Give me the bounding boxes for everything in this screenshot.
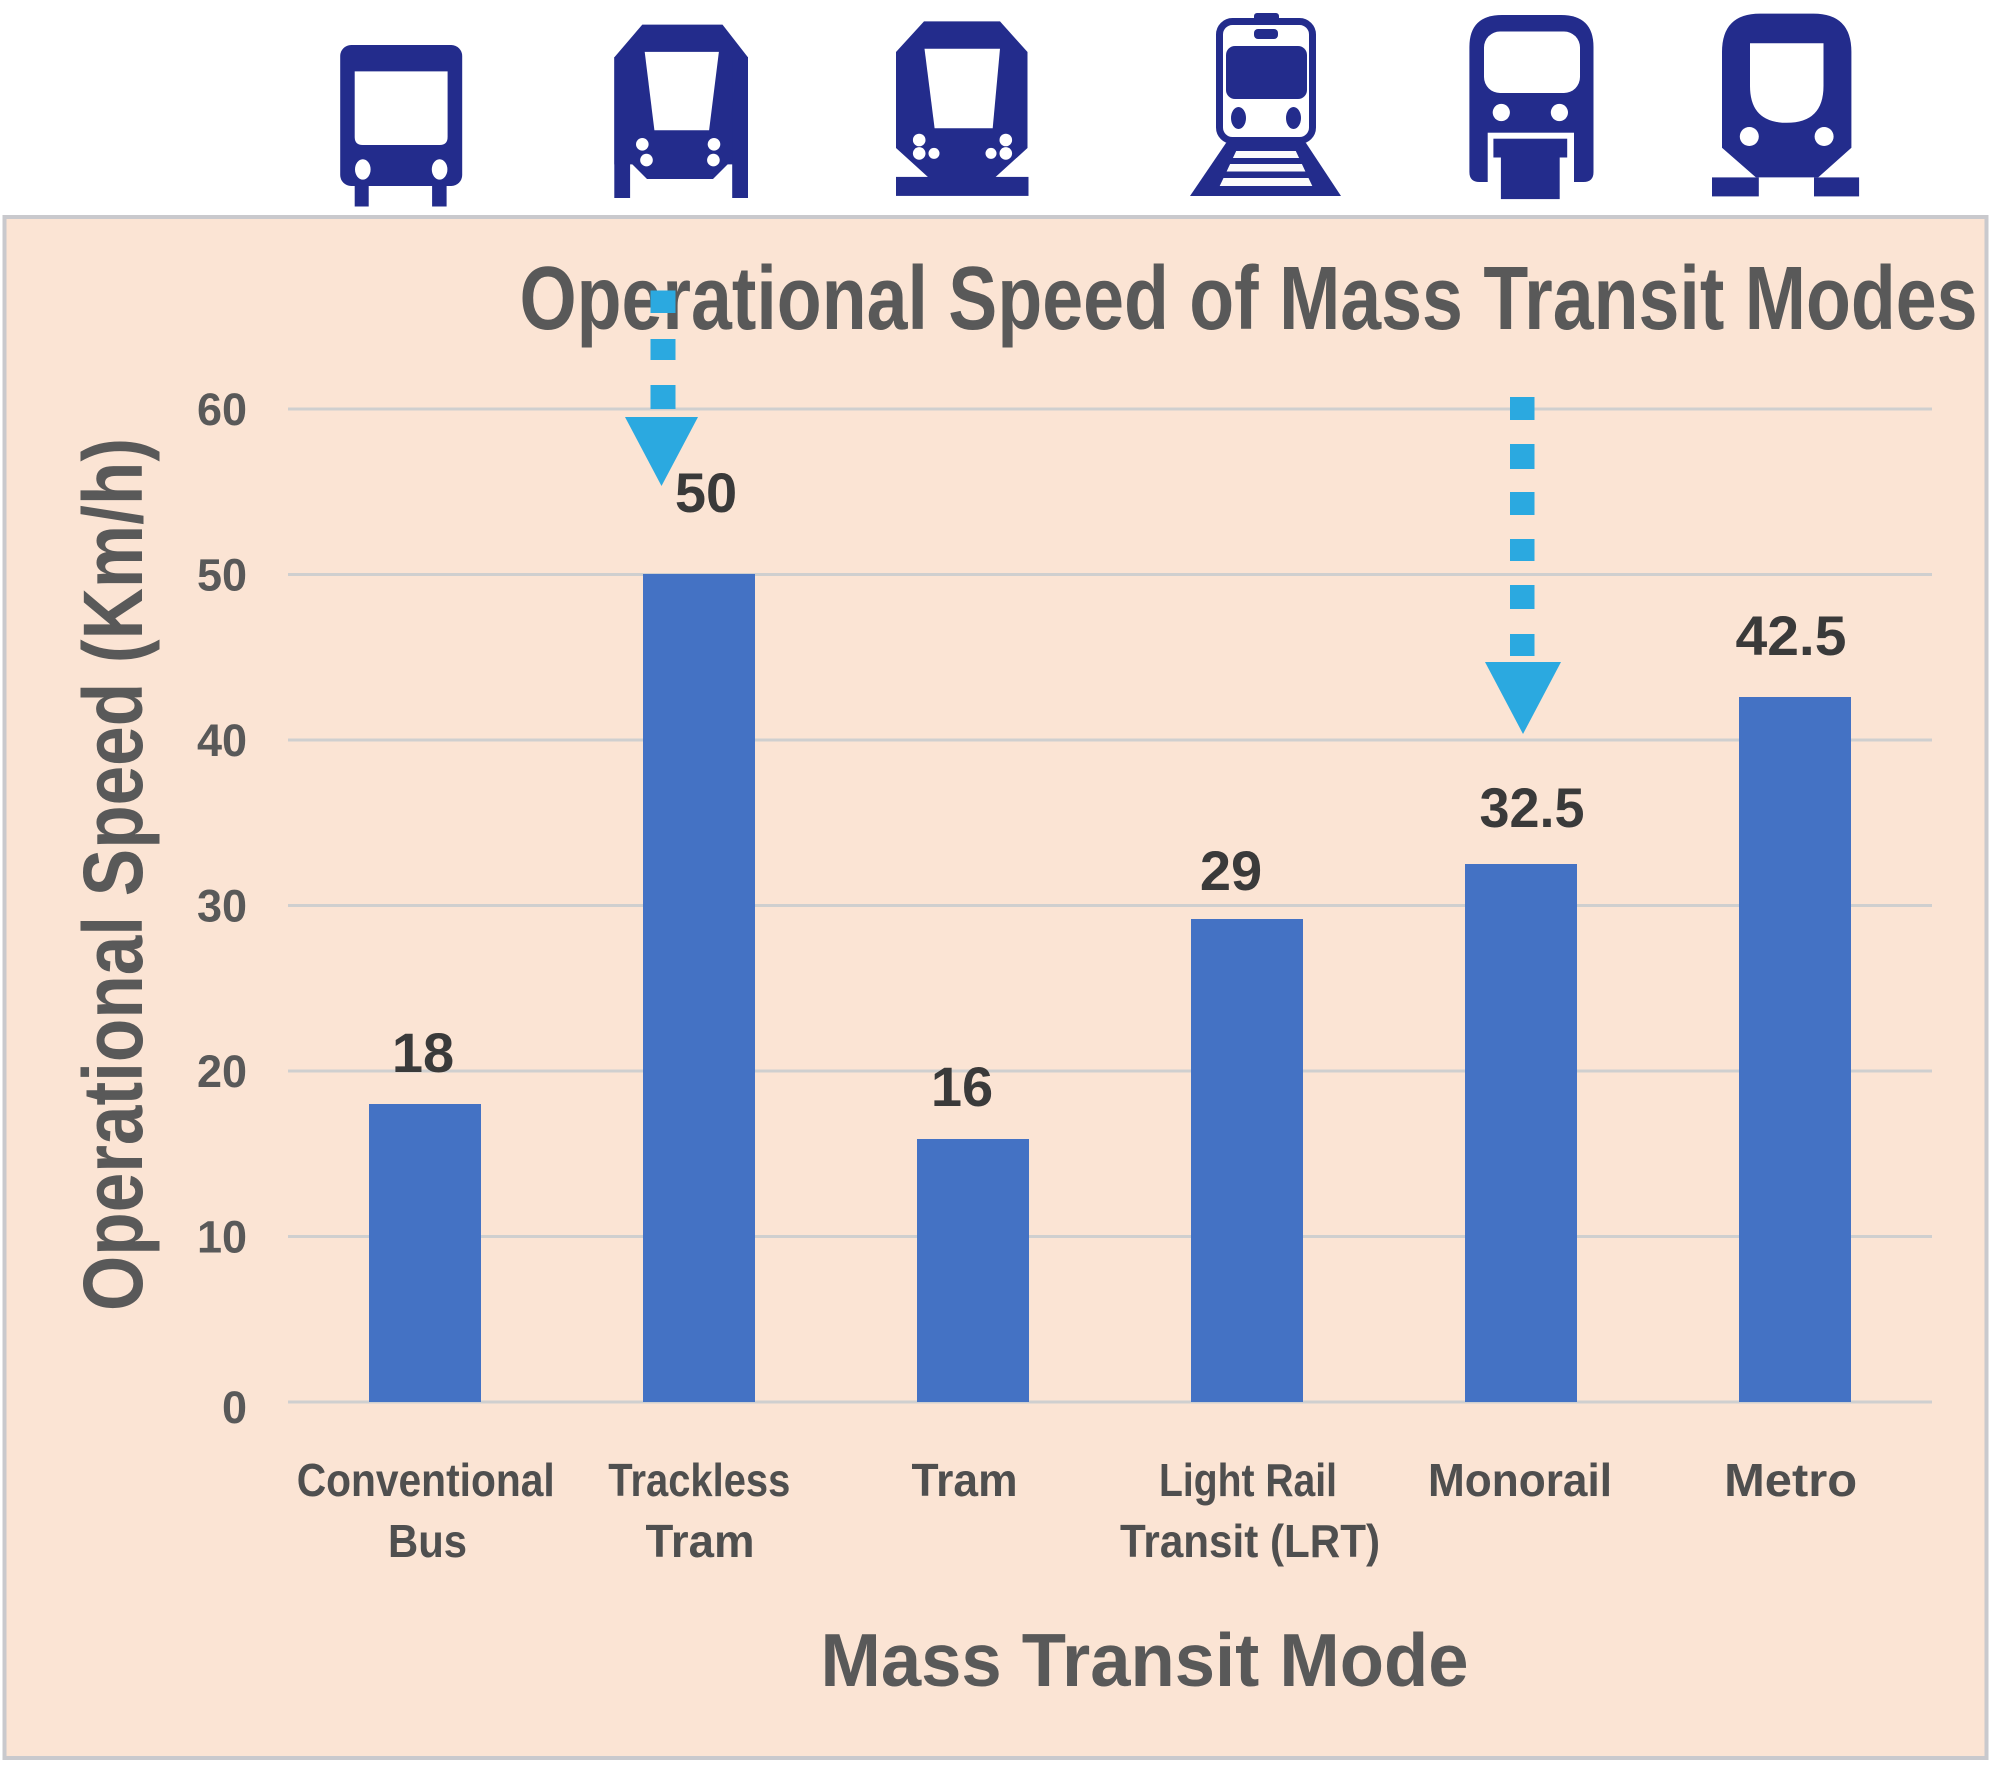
svg-text:40: 40 <box>197 715 247 766</box>
svg-text:10: 10 <box>197 1212 247 1263</box>
svg-text:16: 16 <box>931 1055 993 1118</box>
svg-text:Metro: Metro <box>1724 1454 1857 1506</box>
svg-text:Transit (LRT): Transit (LRT) <box>1120 1515 1380 1567</box>
svg-text:18: 18 <box>392 1021 454 1084</box>
svg-text:Tram: Tram <box>646 1515 755 1567</box>
svg-text:29: 29 <box>1200 839 1262 902</box>
svg-text:0: 0 <box>222 1382 247 1433</box>
svg-text:Mass Transit Mode: Mass Transit Mode <box>821 1618 1469 1702</box>
svg-text:30: 30 <box>197 881 247 932</box>
svg-text:20: 20 <box>197 1046 247 1097</box>
svg-text:Operational Speed (Km/h): Operational Speed (Km/h) <box>66 438 160 1311</box>
svg-text:60: 60 <box>197 384 247 435</box>
svg-text:Light Rail: Light Rail <box>1159 1454 1337 1506</box>
svg-text:42.5: 42.5 <box>1736 604 1847 667</box>
svg-text:Monorail: Monorail <box>1428 1454 1612 1506</box>
svg-text:Conventional: Conventional <box>297 1454 555 1506</box>
svg-text:32.5: 32.5 <box>1480 776 1585 839</box>
svg-text:50: 50 <box>675 461 737 524</box>
svg-text:Trackless: Trackless <box>608 1454 790 1506</box>
svg-text:50: 50 <box>197 550 247 601</box>
svg-text:Bus: Bus <box>388 1515 467 1567</box>
svg-text:Operational Speed of Mass Tran: Operational Speed of Mass Transit Modes <box>520 249 1978 349</box>
svg-text:Tram: Tram <box>912 1454 1018 1506</box>
